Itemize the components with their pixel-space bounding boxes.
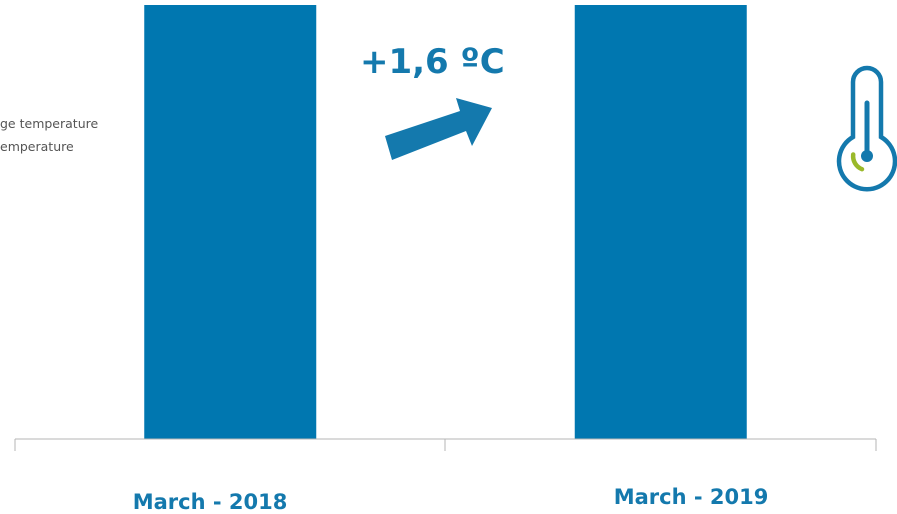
legend-entry-2: emperature <box>0 139 74 154</box>
bar-march-2019 <box>574 5 747 439</box>
thermometer-icon <box>836 65 897 192</box>
x-axis <box>14 438 877 451</box>
bars-layer <box>144 5 747 439</box>
temperature-change-annotation: +1,6 ºC <box>360 42 505 82</box>
bar-march-2018 <box>144 5 317 439</box>
category-label-march-2019: March - 2019 <box>613 485 769 509</box>
category-label-march-2018: March - 2018 <box>132 490 288 514</box>
legend-entry-1: ge temperature <box>0 116 99 131</box>
arrow-up-right-icon <box>385 98 492 160</box>
